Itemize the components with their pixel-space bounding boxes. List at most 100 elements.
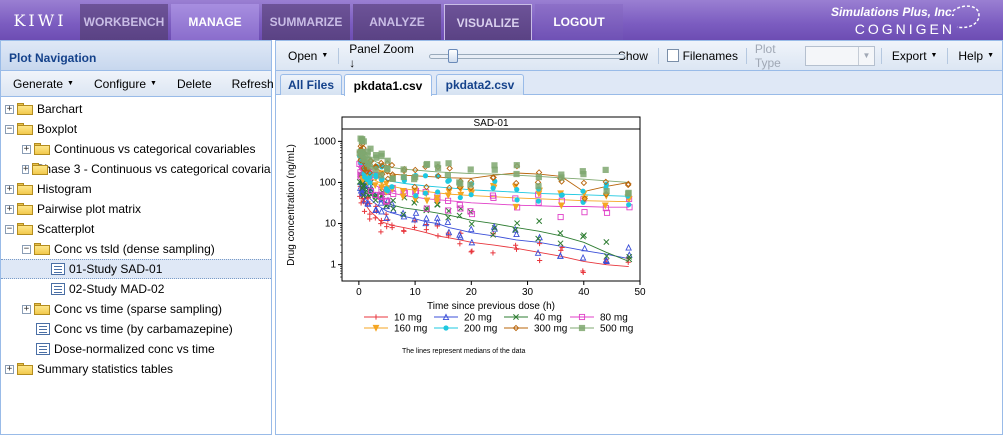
tree-node[interactable]: + Barchart bbox=[1, 99, 271, 119]
open-menu-button[interactable]: Open ▼ bbox=[280, 49, 336, 63]
nav-tab-manage[interactable]: MANAGE bbox=[171, 4, 259, 40]
data-point bbox=[383, 166, 391, 173]
data-point bbox=[514, 186, 520, 193]
data-point bbox=[513, 170, 520, 178]
tree-node-label: Scatterplot bbox=[37, 222, 95, 236]
data-point bbox=[435, 233, 441, 239]
file-tab-strip: All Files pkdata1.csv pkdata2.csv bbox=[276, 71, 1002, 96]
expand-icon[interactable]: + bbox=[22, 143, 31, 154]
nav-tab-summarize[interactable]: SUMMARIZE bbox=[262, 4, 350, 40]
data-point bbox=[434, 223, 440, 229]
nav-tab-logout[interactable]: LOGOUT bbox=[535, 4, 623, 40]
tree-node[interactable]: + Conc vs time (sparse sampling) bbox=[1, 299, 271, 319]
nav-tab-workbench[interactable]: WORKBENCH bbox=[80, 4, 168, 40]
expand-icon[interactable]: + bbox=[5, 103, 14, 114]
filenames-label: Filenames bbox=[682, 48, 738, 63]
y-tick-label: 1000 bbox=[314, 136, 337, 147]
tree-node[interactable]: + Continuous vs categorical covariables bbox=[1, 139, 271, 159]
tab-pkdata1[interactable]: pkdata1.csv bbox=[344, 74, 432, 96]
tree-node[interactable]: + Phase 3 - Continuous vs categorical cov… bbox=[1, 159, 271, 179]
data-point bbox=[445, 214, 452, 221]
slider-thumb[interactable] bbox=[448, 48, 459, 63]
data-point bbox=[390, 190, 397, 197]
data-point bbox=[535, 183, 542, 190]
data-point bbox=[388, 200, 396, 207]
data-point bbox=[434, 173, 441, 179]
tree-node[interactable]: + Summary statistics tables bbox=[1, 359, 271, 379]
data-point bbox=[490, 185, 496, 191]
filenames-checkbox[interactable] bbox=[666, 49, 679, 62]
expand-icon[interactable]: + bbox=[22, 163, 30, 174]
data-point bbox=[411, 183, 418, 191]
data-point bbox=[366, 163, 373, 170]
data-point bbox=[558, 178, 565, 185]
data-point bbox=[512, 226, 519, 233]
x-tick-label: 40 bbox=[578, 287, 590, 298]
help-menu-button[interactable]: Help ▼ bbox=[950, 49, 1002, 63]
nav-tab-analyze[interactable]: ANALYZE bbox=[353, 4, 441, 40]
tree-node[interactable]: 01-Study SAD-01 bbox=[1, 259, 271, 279]
panel-zoom-slider[interactable] bbox=[429, 48, 626, 63]
data-point bbox=[490, 194, 497, 201]
folder-icon bbox=[34, 243, 50, 255]
data-point bbox=[384, 197, 391, 204]
legend-label: 160 mg bbox=[394, 324, 427, 335]
collapse-icon[interactable]: − bbox=[5, 223, 14, 234]
caret-down-icon: ▼ bbox=[321, 52, 329, 59]
collapse-icon[interactable]: − bbox=[22, 243, 31, 254]
configure-label: Configure bbox=[93, 76, 147, 91]
plot-type-select[interactable]: ▼ bbox=[805, 45, 875, 66]
refresh-button[interactable]: Refresh bbox=[231, 76, 274, 91]
tree-node[interactable]: − Conc vs tsld (dense sampling) bbox=[1, 239, 271, 259]
data-point bbox=[384, 223, 390, 230]
caret-down-icon: ▼ bbox=[987, 52, 994, 59]
tab-pkdata2[interactable]: pkdata2.csv bbox=[436, 74, 524, 95]
data-point bbox=[390, 205, 397, 212]
data-point bbox=[388, 161, 396, 169]
data-point bbox=[625, 180, 632, 188]
chevron-down-icon: ▼ bbox=[857, 46, 874, 65]
configure-menu-button[interactable]: Configure ▼ bbox=[86, 77, 165, 91]
app-logo: KIWI bbox=[13, 10, 67, 30]
expand-icon[interactable]: + bbox=[5, 183, 14, 194]
nav-tab-visualize[interactable]: VISUALIZE bbox=[444, 4, 532, 40]
data-point bbox=[490, 231, 497, 238]
export-menu-button[interactable]: Export ▼ bbox=[884, 49, 946, 63]
tree-node[interactable]: Conc vs time (by carbamazepine) bbox=[1, 319, 271, 339]
data-point bbox=[367, 216, 373, 222]
data-point bbox=[379, 177, 385, 183]
data-point bbox=[360, 192, 367, 199]
tree-node[interactable]: Dose-normalized conc vs time bbox=[1, 339, 271, 359]
folder-icon bbox=[17, 363, 33, 375]
data-point bbox=[367, 211, 373, 217]
tree-node[interactable]: − Scatterplot bbox=[1, 219, 271, 239]
data-point bbox=[377, 192, 384, 199]
collapse-icon[interactable]: − bbox=[5, 123, 14, 134]
tree-node[interactable]: + Histogram bbox=[1, 179, 271, 199]
data-point bbox=[423, 214, 430, 222]
data-point bbox=[558, 247, 564, 253]
legend-marker bbox=[443, 325, 449, 331]
tree-node[interactable]: + Pairwise plot matrix bbox=[1, 199, 271, 219]
legend-label: 80 mg bbox=[600, 313, 628, 324]
expand-icon[interactable]: + bbox=[5, 203, 14, 214]
data-point bbox=[469, 248, 475, 254]
data-point bbox=[468, 221, 475, 227]
data-point bbox=[377, 159, 385, 167]
delete-button[interactable]: Delete bbox=[176, 76, 212, 91]
tree-node-label: Phase 3 - Continuous vs categorical cova… bbox=[36, 162, 271, 176]
folder-icon bbox=[34, 143, 50, 155]
plot-type-label: Plot Type bbox=[754, 41, 781, 70]
legend-label: 40 mg bbox=[534, 313, 562, 324]
tab-all-files[interactable]: All Files bbox=[280, 74, 342, 95]
generate-menu-button[interactable]: Generate ▼ bbox=[5, 77, 82, 91]
expand-icon[interactable]: + bbox=[22, 303, 31, 314]
tree-node[interactable]: 02-Study MAD-02 bbox=[1, 279, 271, 299]
data-point bbox=[423, 227, 429, 233]
tree-node-label: Pairwise plot matrix bbox=[37, 202, 142, 216]
data-point bbox=[383, 186, 390, 192]
main-panel: Open ▼ Panel Zoom ↓ Show Filenames Plot … bbox=[275, 40, 1003, 435]
expand-icon[interactable]: + bbox=[5, 363, 14, 374]
tree-node[interactable]: − Boxplot bbox=[1, 119, 271, 139]
data-point bbox=[603, 253, 610, 260]
